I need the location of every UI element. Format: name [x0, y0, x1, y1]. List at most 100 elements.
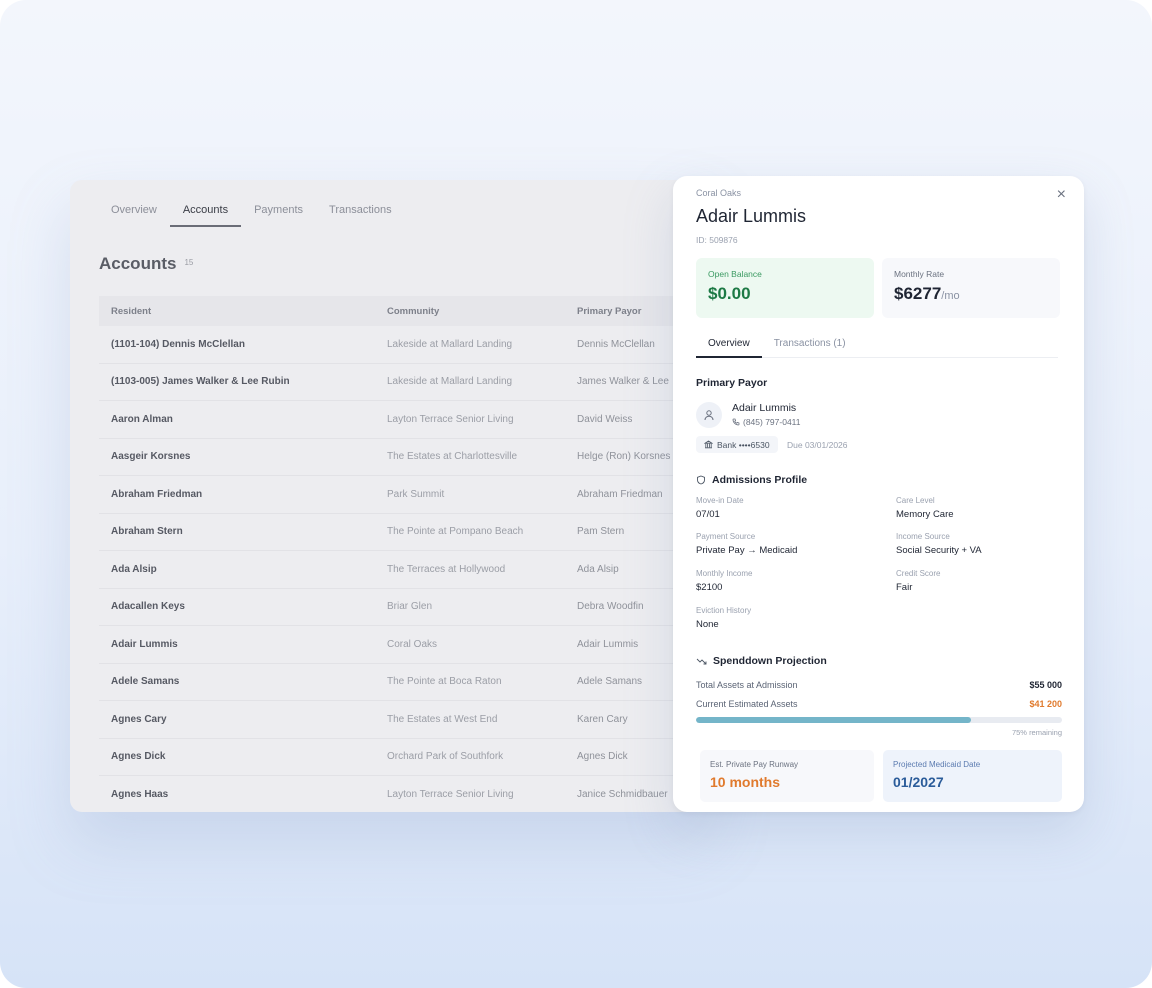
cell-resident: Ada Alsip — [111, 563, 157, 575]
cell-primary-payor: Janice Schmidbauer — [577, 788, 668, 800]
tab-transactions[interactable]: Transactions — [329, 204, 392, 216]
cell-community: Lakeside at Mallard Landing — [387, 376, 513, 388]
field-label: Move-in Date — [696, 496, 744, 505]
field-value: Social Security + VA — [896, 545, 982, 556]
field-value: 07/01 — [696, 509, 720, 520]
field-value: Fair — [896, 582, 913, 593]
payor-name: Adair Lummis — [732, 402, 797, 414]
cell-community: Layton Terrace Senior Living — [387, 788, 514, 800]
tab-payments[interactable]: Payments — [254, 204, 304, 216]
cell-resident: Agnes Cary — [111, 713, 167, 725]
field-label: Credit Score — [896, 569, 941, 578]
monthly-rate-label: Monthly Rate — [894, 269, 945, 279]
cell-resident: Abraham Friedman — [111, 488, 203, 500]
cell-primary-payor: Helge (Ron) Korsnes — [577, 451, 671, 463]
cell-resident: Aaron Alman — [111, 413, 173, 425]
admissions-title: Admissions Profile — [712, 474, 808, 486]
cell-community: The Pointe at Boca Raton — [387, 676, 502, 688]
table-row[interactable]: (1101-104) Dennis McClellan Lakeside at M… — [99, 326, 710, 364]
tab-accounts[interactable]: Accounts — [169, 200, 242, 227]
resident-name: Adair Lummis — [696, 206, 807, 226]
table-row[interactable]: Aasgeir Korsnes The Estates at Charlottes… — [99, 439, 710, 476]
cell-resident: Agnes Dick — [111, 751, 166, 763]
column-header-resident[interactable]: Resident — [111, 305, 152, 317]
field-label: Monthly Income — [696, 569, 753, 578]
tab-panel-overview[interactable]: Overview — [696, 336, 762, 358]
field-label: Care Level — [896, 496, 935, 505]
table-body: (1101-104) Dennis McClellan Lakeside at M… — [99, 326, 710, 812]
table-row[interactable]: Adacallen Keys Briar Glen Debra Woodfin — [99, 589, 710, 626]
total-assets-row: Total Assets at Admission $55 000 — [696, 680, 1062, 690]
tab-panel-transactions[interactable]: Transactions (1) — [773, 338, 846, 349]
cell-primary-payor: Karen Cary — [577, 713, 628, 725]
cell-primary-payor: Ada Alsip — [577, 563, 619, 575]
column-header-community[interactable]: Community — [387, 305, 440, 317]
field-value: Private Pay → Medicaid — [696, 545, 798, 556]
table-row[interactable]: Ada Alsip The Terraces at Hollywood Ada Al… — [99, 551, 710, 589]
cell-community: The Terraces at Hollywood — [387, 563, 506, 575]
field-label: Payment Source — [696, 532, 756, 541]
primary-payor-heading: Primary Payor — [696, 377, 767, 389]
open-balance-label: Open Balance — [708, 269, 762, 279]
table-row[interactable]: Agnes Dick Orchard Park of Southfork Agnes… — [99, 739, 710, 776]
close-icon[interactable]: × — [1056, 186, 1066, 203]
cell-resident: Aasgeir Korsnes — [111, 451, 191, 463]
remaining-text: 75% remaining — [1011, 728, 1062, 737]
resident-detail-panel: Coral Oaks × Adair Lummis ID: 509876 Ope… — [673, 176, 1084, 812]
cell-primary-payor: David Weiss — [577, 413, 633, 425]
runway-value: 10 months — [710, 774, 781, 790]
cell-primary-payor: Dennis McClellan — [577, 338, 655, 350]
monthly-rate-value-wrap: $6277/mo — [894, 284, 1048, 304]
table-row[interactable]: Adair Lummis Coral Oaks Adair Lummis — [99, 626, 710, 664]
table-row[interactable]: Agnes Haas Layton Terrace Senior Living Ja… — [99, 776, 710, 812]
monthly-rate-unit: /mo — [941, 290, 960, 302]
field-value: None — [696, 619, 719, 630]
open-balance-card: Open Balance $0.00 — [696, 258, 874, 318]
cell-community: The Estates at West End — [387, 713, 498, 725]
page-title: Accounts — [99, 254, 177, 273]
bank-badge: Bank ••••6530 — [696, 436, 778, 453]
cell-primary-payor: Agnes Dick — [577, 751, 628, 763]
cell-primary-payor: Abraham Friedman — [577, 488, 663, 500]
spenddown-title: Spenddown Projection — [713, 655, 827, 667]
cell-community: Lakeside at Mallard Landing — [387, 338, 513, 350]
admissions-heading: Admissions Profile — [696, 474, 807, 486]
field-label: Income Source — [896, 532, 950, 541]
table-row[interactable]: Adele Samans The Pointe at Boca Raton Adel… — [99, 664, 710, 701]
cell-community: Orchard Park of Southfork — [387, 751, 504, 763]
cell-resident: (1103-005) James Walker & Lee Rubin — [111, 376, 290, 388]
table-row[interactable]: (1103-005) James Walker & Lee Rubin Lakes… — [99, 364, 710, 401]
cell-primary-payor: Pam Stern — [577, 526, 625, 538]
open-balance-value: $0.00 — [708, 284, 751, 303]
current-assets-value: $41 200 — [1029, 699, 1062, 709]
table-row[interactable]: Agnes Cary The Estates at West End Karen C… — [99, 701, 710, 739]
table-row[interactable]: Abraham Stern The Pointe at Pompano Beach… — [99, 514, 710, 551]
field-value: Memory Care — [896, 509, 954, 520]
total-assets-value: $55 000 — [1029, 680, 1062, 690]
page-header: Accounts 15 — [99, 254, 193, 274]
account-count: 15 — [184, 258, 194, 267]
main-tabs: Overview Accounts Payments Transactions — [98, 200, 405, 227]
runway-label: Est. Private Pay Runway — [710, 760, 799, 769]
avatar — [696, 402, 722, 428]
cell-resident: (1101-104) Dennis McClellan — [111, 338, 245, 350]
payor-phone-row: (845) 797-0411 — [732, 417, 801, 427]
cell-primary-payor: Adair Lummis — [577, 638, 639, 650]
cell-community: The Pointe at Pompano Beach — [387, 526, 524, 538]
cell-resident: Agnes Haas — [111, 788, 169, 800]
current-assets-label: Current Estimated Assets — [696, 699, 798, 709]
monthly-rate-card: Monthly Rate $6277/mo — [882, 258, 1060, 318]
cell-resident: Adacallen Keys — [111, 601, 185, 613]
total-assets-label: Total Assets at Admission — [696, 680, 798, 690]
table-row[interactable]: Abraham Friedman Park Summit Abraham Fried… — [99, 476, 710, 514]
table-row[interactable]: Aaron Alman Layton Terrace Senior Living D… — [99, 401, 710, 439]
cell-primary-payor: James Walker & Lee — [577, 376, 669, 388]
tab-overview[interactable]: Overview — [111, 204, 157, 216]
shield-icon — [697, 475, 705, 485]
cell-community: Park Summit — [387, 488, 445, 500]
medicaid-value: 01/2027 — [893, 774, 944, 790]
column-header-primary-payor[interactable]: Primary Payor — [577, 305, 642, 317]
payor-phone[interactable]: (845) 797-0411 — [743, 417, 801, 427]
spenddown-heading: Spenddown Projection — [696, 655, 827, 667]
trending-down-icon — [696, 658, 707, 665]
